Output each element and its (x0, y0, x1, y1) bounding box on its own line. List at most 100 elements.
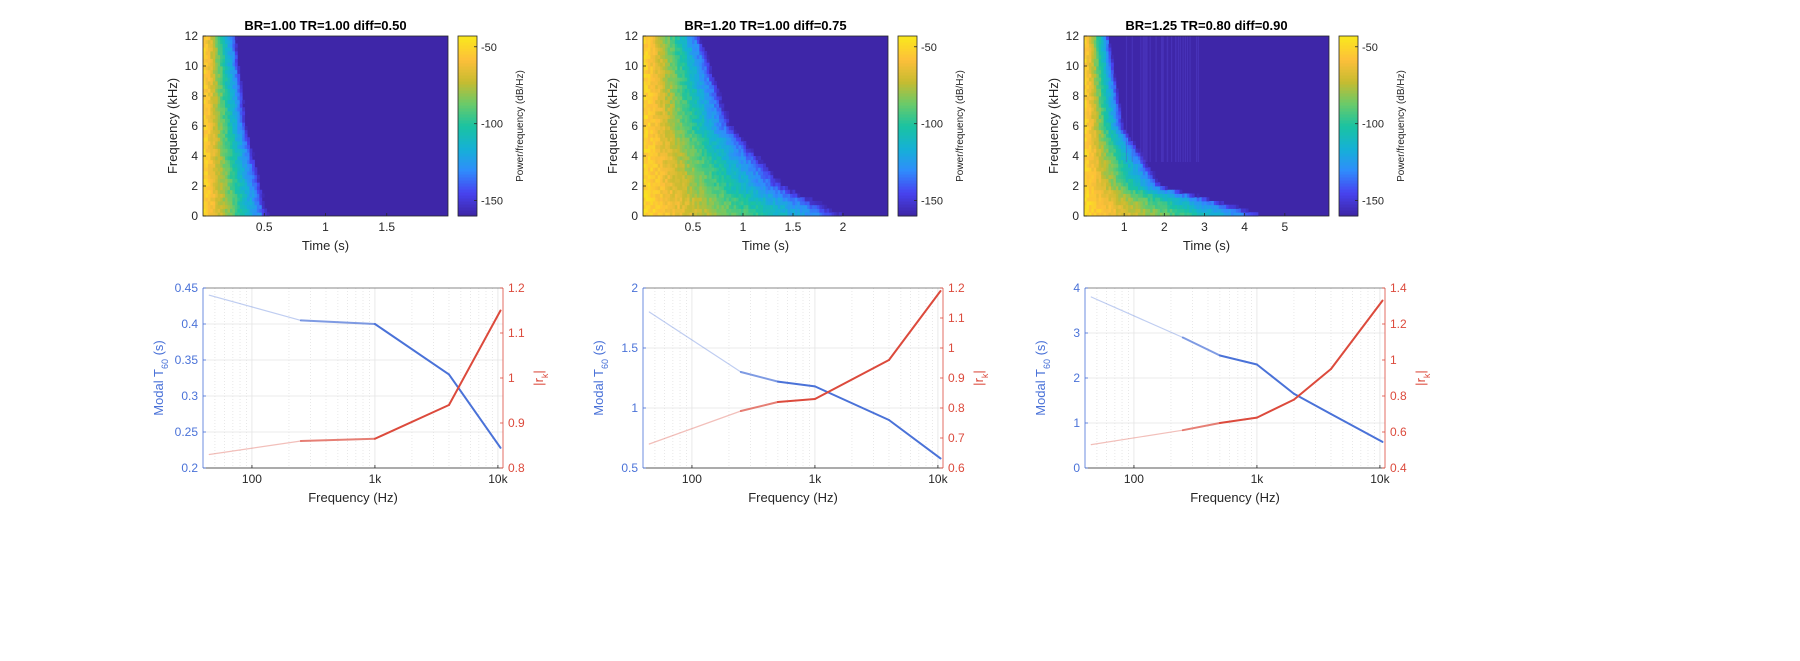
spectrogram-cell (252, 167, 255, 172)
spectrogram-cell (687, 36, 690, 41)
spectrogram-cell (711, 96, 715, 101)
spectrogram-cell (826, 208, 830, 213)
spectrogram-cell (1231, 204, 1234, 209)
spectrogram-cell (1103, 66, 1107, 71)
spectrogram-cell (232, 96, 236, 101)
spectrogram-cell (252, 163, 255, 168)
spectrogram-cell (212, 36, 216, 41)
spectrogram-cell (696, 193, 700, 198)
colorbar-segment (898, 81, 917, 85)
spectrogram-cell (205, 193, 209, 198)
spectrogram-cell (220, 197, 223, 202)
spectrogram-cell (212, 193, 216, 198)
spectrogram-cell (225, 189, 228, 194)
spectrogram-cell (733, 148, 737, 153)
spectrogram-cell (1096, 96, 1100, 101)
spectrogram-cell (692, 36, 695, 41)
spectrogram-cell (728, 204, 732, 209)
spectrogram-cell (758, 201, 761, 206)
spectrogram-cell (689, 212, 693, 217)
spectrogram-cell (652, 163, 656, 168)
spectrogram-cell (1106, 141, 1109, 146)
spectrogram-cell (1223, 204, 1227, 209)
spectrogram-cell (669, 114, 673, 119)
spectrogram-cell (679, 137, 683, 142)
spectrogram-cell (657, 47, 661, 52)
spectrogram-cell (679, 77, 683, 82)
spectrogram-cell (701, 152, 705, 157)
spectrogram-cell (790, 197, 793, 202)
spectrogram-cell (699, 77, 703, 82)
colorbar-segment (1339, 141, 1358, 145)
spectrogram-cell (687, 54, 690, 59)
spectrogram-cell (207, 163, 211, 168)
spectrogram-cell (1108, 159, 1112, 164)
spectrogram-cell (677, 92, 681, 97)
spectrogram-cell (777, 186, 781, 191)
spectrogram-cell (657, 204, 661, 209)
spectrogram-cell (709, 92, 712, 97)
spectrogram-cell (1110, 174, 1114, 179)
spectrogram-cell (205, 186, 209, 191)
spectrogram-cell (643, 133, 646, 138)
spectrogram-cell (704, 51, 708, 56)
spectrogram-cell (1093, 107, 1097, 112)
spectrogram-cell (674, 92, 678, 97)
spectrogram-cell (1106, 182, 1109, 187)
spectrogram-cell (215, 197, 219, 202)
spectrogram-cell (643, 47, 646, 52)
spectrogram-cell (217, 137, 221, 142)
spectrogram-cell (662, 204, 666, 209)
spectrogram-cell (215, 167, 219, 172)
spectrogram-cell (706, 96, 710, 101)
spectrogram-cell (706, 208, 710, 213)
spectrogram-cell (731, 201, 735, 206)
spectrogram-cell (210, 189, 214, 194)
series-segment (648, 410, 742, 445)
spectrogram-cell (647, 182, 651, 187)
series-segment (447, 309, 502, 406)
spectrogram-cell (790, 204, 793, 209)
spectrogram-cell (694, 133, 698, 138)
spectrogram-cell (215, 144, 219, 149)
spectrogram-cell (225, 201, 228, 206)
spectrogram-cell (689, 144, 693, 149)
spectrogram-cell (212, 163, 216, 168)
spectrogram-cell (232, 77, 236, 82)
spectrogram-cell (770, 201, 774, 206)
spectrogram-cell (203, 99, 206, 104)
spectrogram-cell (701, 77, 705, 82)
spectrogram-cell (662, 167, 666, 172)
spectrogram-cell (643, 92, 646, 97)
series-right (648, 290, 942, 445)
spectrogram-cell (1091, 47, 1095, 52)
spectrogram-cell (222, 129, 226, 134)
spectrogram-cell (667, 99, 671, 104)
spectrogram-cell (704, 182, 708, 187)
spectrogram-cell (696, 111, 700, 116)
spectrogram-cell (738, 186, 742, 191)
spectrogram-cell (1186, 197, 1190, 202)
spectrogram-cell (1115, 122, 1119, 127)
spectrogram-cell (1135, 197, 1139, 202)
spectrogram-cell (709, 84, 712, 89)
spectrogram-cell (674, 189, 678, 194)
spectrogram-cell (699, 167, 703, 172)
spectrogram-cell (1088, 171, 1092, 176)
spectrogram-cell (1130, 144, 1134, 149)
spectrogram-cell (1179, 201, 1183, 206)
spectrogram-cell (237, 111, 241, 116)
spectrogram-cell (694, 186, 698, 191)
y-tick-label: 4 (191, 149, 198, 163)
spectrogram-cell (802, 201, 806, 206)
spectrogram-cell (1235, 212, 1239, 217)
colorbar-segment (898, 141, 917, 145)
spectrogram-cell (728, 159, 732, 164)
y-left-tick-label: 0.45 (175, 281, 199, 295)
spectrogram-cell (1162, 197, 1166, 202)
spectrogram-cell (1191, 197, 1195, 202)
spectrogram-cell (1169, 189, 1173, 194)
spectrogram-cell (657, 208, 661, 213)
spectrogram-cell (1088, 103, 1092, 108)
spectrogram-cell (1101, 81, 1104, 86)
